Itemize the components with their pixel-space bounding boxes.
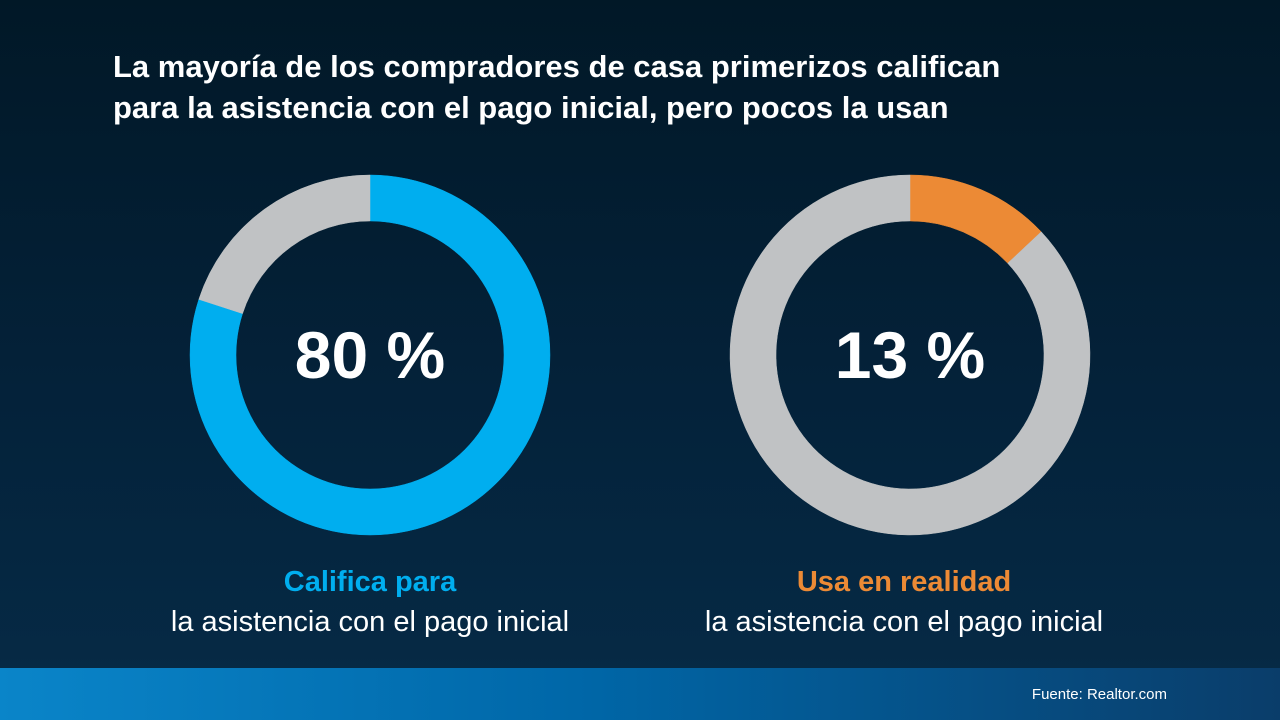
footer-bar: Fuente: Realtor.com xyxy=(0,668,1280,720)
page-title: La mayoría de los compradores de casa pr… xyxy=(113,46,1173,128)
donut-slice-remainder xyxy=(729,174,1091,536)
percent-label-use: 13 % xyxy=(834,318,986,392)
donut-slice-value xyxy=(189,174,551,536)
caption-qualify-subtext: la asistencia con el pago inicial xyxy=(170,606,570,638)
donut-svg-qualify xyxy=(189,174,551,536)
donut-slice-remainder xyxy=(198,174,371,314)
title-line-1: La mayoría de los compradores de casa pr… xyxy=(113,49,1001,84)
donut-svg-use xyxy=(729,174,1091,536)
donut-chart-use: 13 % xyxy=(725,170,1095,540)
percent-label-qualify: 80 % xyxy=(294,318,446,392)
caption-use: Usa en realidad la asistencia con el pag… xyxy=(654,562,1154,642)
caption-qualify: Califica para la asistencia con el pago … xyxy=(120,562,620,642)
donut-chart-qualify: 80 % xyxy=(185,170,555,540)
title-line-2: para la asistencia con el pago inicial, … xyxy=(113,90,949,125)
caption-use-subtext: la asistencia con el pago inicial xyxy=(704,606,1104,638)
source-credit: Fuente: Realtor.com xyxy=(1031,686,1167,703)
caption-use-heading: Usa en realidad xyxy=(796,566,1012,598)
caption-qualify-heading: Califica para xyxy=(283,566,457,598)
